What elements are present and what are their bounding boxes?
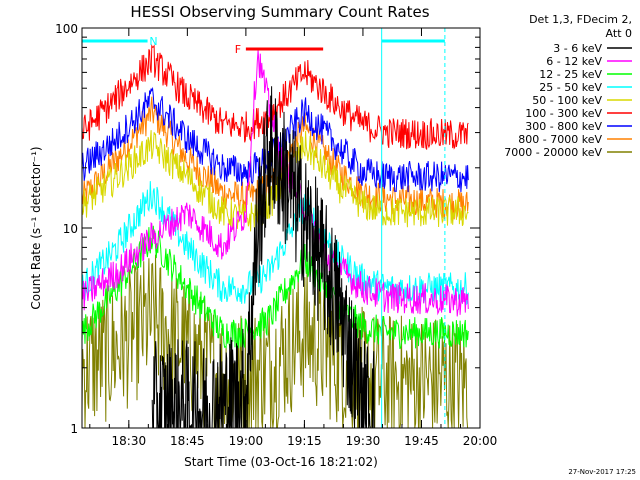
legend-label-7: 800 - 7000 keV: [518, 133, 602, 146]
x-tick-label-4: 19:30: [346, 434, 381, 448]
x-tick-label-3: 19:15: [287, 434, 322, 448]
series-line-2: [82, 225, 469, 350]
x-axis: 18:30 18:45 19:00 19:15 19:30 19:45 20:00: [89, 28, 498, 448]
legend-label-1: 6 - 12 keV: [546, 55, 602, 68]
series-line-8: [82, 254, 469, 428]
legend-header-line-1: Det 1,3, FDecim 2,: [529, 13, 632, 26]
legend-header-line-2: Att 0: [606, 27, 632, 40]
legend-label-2: 12 - 25 keV: [539, 68, 602, 81]
legend-label-3: 25 - 50 keV: [539, 81, 602, 94]
x-tick-label-1: 18:45: [170, 434, 205, 448]
x-tick-label-6: 20:00: [463, 434, 498, 448]
series-line-0: [151, 86, 375, 428]
legend-label-0: 3 - 6 keV: [553, 42, 602, 55]
legend-label-8: 7000 - 20000 keV: [504, 146, 602, 159]
x-tick-label-2: 19:00: [229, 434, 264, 448]
render-timestamp: 27-Nov-2017 17:25: [568, 468, 636, 476]
y-axis: 1 10 100: [55, 22, 480, 436]
annotation-label-2: F: [235, 43, 241, 56]
y-tick-label-1: 10: [63, 222, 78, 236]
chart-title: HESSI Observing Summary Count Rates: [130, 3, 429, 21]
legend-label-6: 300 - 800 keV: [525, 120, 602, 133]
x-tick-label-0: 18:30: [112, 434, 147, 448]
y-tick-label-2: 100: [55, 22, 78, 36]
legend-label-4: 50 - 100 keV: [532, 94, 602, 107]
series-layer: [82, 43, 469, 428]
x-tick-label-5: 19:45: [404, 434, 439, 448]
annotation-label-0: N: [149, 35, 157, 48]
y-tick-label-0: 1: [70, 422, 78, 436]
annotation-layer: NF: [82, 28, 446, 428]
x-axis-label: Start Time (03-Oct-16 18:21:02): [184, 455, 378, 469]
legend-label-5: 100 - 300 keV: [525, 107, 602, 120]
y-axis-label: Count Rate (s⁻¹ detector⁻¹): [29, 146, 43, 309]
